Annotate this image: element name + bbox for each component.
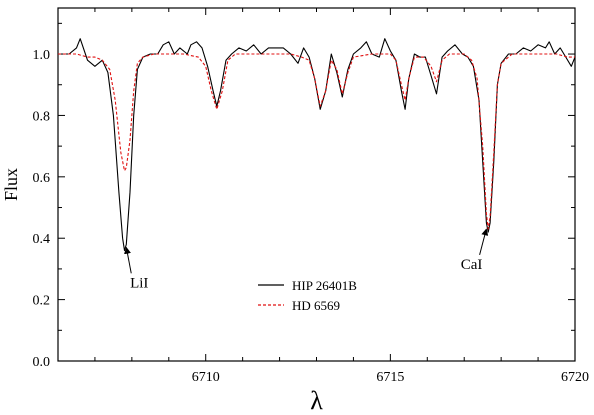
tick-labels: 6710 6715 6720 0.0 0.2 0.4 0.6 0.8 1.0 [33,48,590,385]
annotation-cai: CaI [461,257,483,273]
x-axis-title: λ [310,386,323,415]
x-tick-label: 6715 [376,370,404,385]
series-line-hd-6569 [58,53,575,230]
x-tick-label: 6710 [192,370,220,385]
annotation-arrow [124,246,132,274]
annotation-lii: LiI [130,275,148,291]
y-tick-label: 0.6 [33,171,51,186]
y-tick-label: 0.4 [33,232,51,247]
legend: HIP 26401B HD 6569 [258,278,357,313]
annotations: LiI CaI [124,228,489,291]
x-tick-label: 6720 [561,370,589,385]
y-tick-label: 0.8 [33,109,51,124]
series-line-hip-26401b [58,38,576,252]
y-tick-label: 0.0 [33,355,51,370]
series-layer [58,38,576,252]
annotation-arrow [479,228,489,256]
y-tick-label: 1.0 [33,48,51,63]
y-axis-title: Flux [1,168,21,201]
y-tick-label: 0.2 [33,294,51,309]
axis-ticks [57,8,576,362]
legend-label-hd-6569: HD 6569 [292,298,340,313]
legend-label-hip-26401b: HIP 26401B [292,278,357,293]
